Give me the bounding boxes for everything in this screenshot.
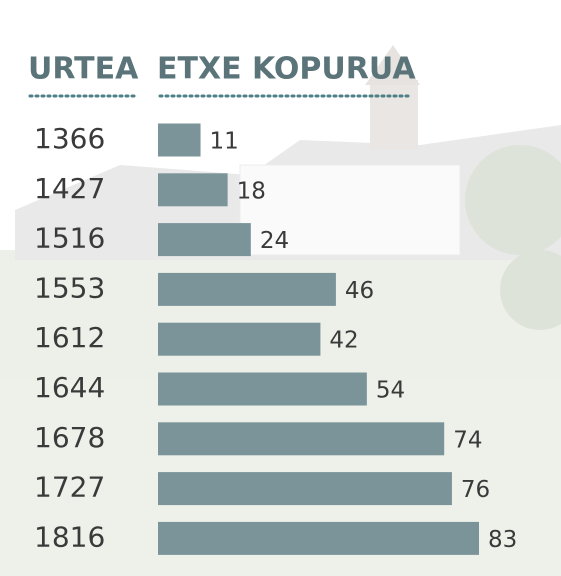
category-label: 1678 [34, 421, 105, 454]
category-header: URTEA [28, 52, 139, 87]
category-label: 1427 [34, 172, 105, 205]
category-label: 1516 [34, 222, 105, 255]
bar [158, 372, 367, 406]
category-label: 1553 [34, 271, 105, 304]
bar [158, 223, 251, 257]
bar [158, 521, 479, 555]
bar [158, 173, 228, 207]
category-label: 1727 [34, 471, 105, 504]
bar [158, 422, 445, 456]
bar [158, 322, 321, 356]
value-label: 11 [210, 129, 239, 155]
value-label: 18 [237, 178, 266, 204]
category-label: 1816 [34, 520, 105, 553]
value-label: 83 [488, 527, 517, 553]
value-label: 46 [345, 278, 374, 304]
value-label: 54 [376, 378, 405, 404]
value-label: 24 [260, 228, 289, 254]
value-label: 76 [461, 477, 490, 503]
category-label: 1644 [34, 371, 105, 404]
value-label: 42 [329, 328, 358, 354]
bar [158, 123, 201, 157]
bar [158, 272, 336, 306]
category-label: 1612 [34, 321, 105, 354]
category-label: 1366 [34, 122, 105, 155]
value-header: ETXE KOPURUA [157, 52, 416, 87]
bar [158, 472, 452, 506]
value-label: 74 [453, 427, 482, 453]
